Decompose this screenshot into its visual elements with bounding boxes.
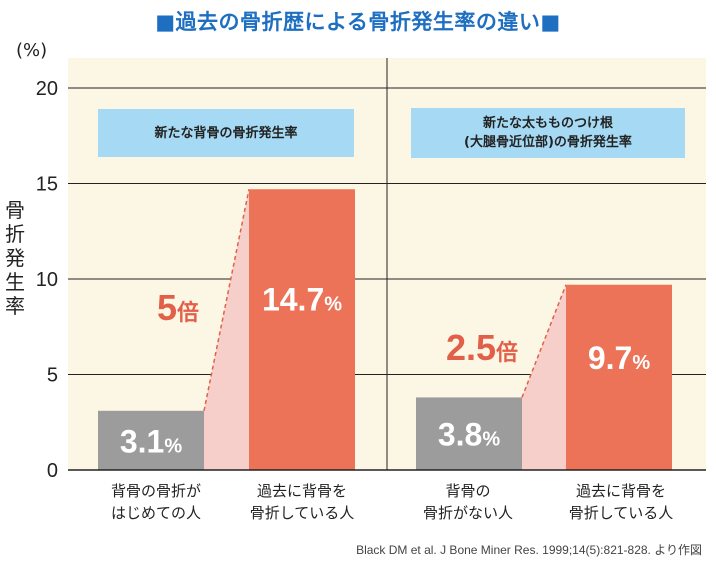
increase-wedge: [204, 189, 249, 471]
bar-value-label: 14.7%: [262, 282, 342, 318]
y-tick-label: 10: [36, 269, 58, 291]
y-tick-label: 5: [47, 365, 58, 387]
bar-value-label: 3.1%: [120, 423, 182, 459]
panel-label-hip: 新たな太もものつけ根 (大腿骨近位部)の骨折発生率: [411, 108, 685, 158]
y-tick-label: 15: [36, 174, 58, 196]
y-tick-label: 20: [36, 78, 58, 100]
bar: [249, 189, 355, 471]
y-axis-unit: (%): [16, 40, 48, 61]
increase-dashed-line: [203, 189, 250, 411]
increase-wedge: [522, 284, 566, 470]
bar: [566, 284, 672, 470]
source-citation: Black DM et al. J Bone Miner Res. 1999;1…: [356, 543, 702, 557]
bar: [416, 397, 522, 470]
y-axis-label: 骨折発生率: [5, 198, 25, 318]
panel-label-spine: 新たな背骨の骨折発生率: [98, 109, 354, 157]
increase-dashed-line: [521, 284, 567, 398]
category-label: 背骨の 骨折がない人: [422, 482, 513, 522]
category-label: 過去に背骨を 骨折している人: [568, 482, 674, 522]
ratio-label: 2.5倍: [446, 327, 518, 368]
ratio-label: 5倍: [157, 287, 199, 328]
bar-value-label: 3.8%: [438, 417, 500, 453]
chart-title: ■過去の骨折歴による骨折発生率の違い■: [155, 10, 561, 34]
y-tick-label: 0: [47, 460, 58, 482]
category-label: 背骨の骨折が はじめての人: [110, 482, 201, 522]
category-label: 過去に背骨を 骨折している人: [249, 482, 355, 522]
bar: [98, 410, 204, 470]
bar-value-label: 9.7%: [588, 340, 650, 376]
